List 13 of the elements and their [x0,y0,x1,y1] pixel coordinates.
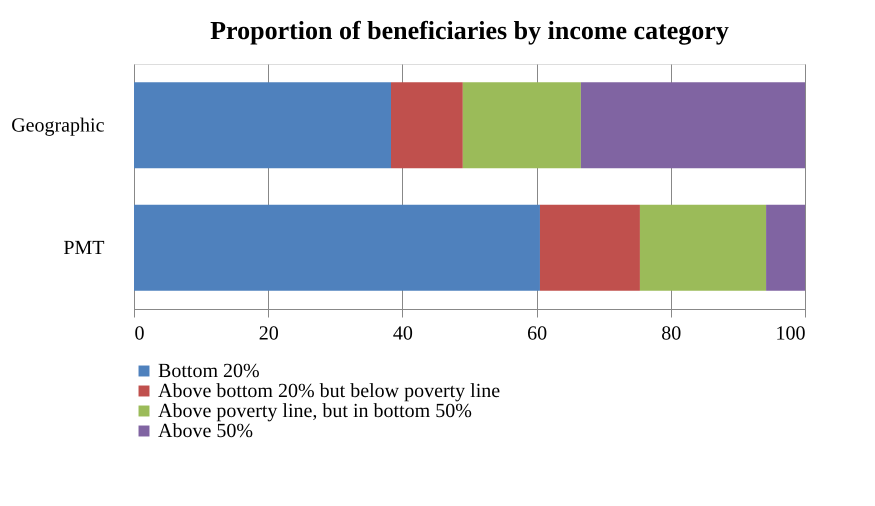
legend-label: Above 50% [158,420,253,442]
x-tick-label: 60 [527,322,548,344]
legend-label: Above bottom 20% but below poverty line [158,380,500,402]
y-tick-label: PMT [63,236,104,259]
x-tick-label: 40 [392,322,413,344]
chart-title: Proportion of beneficiaries by income category [210,16,729,45]
x-tick-label: 20 [258,322,279,344]
x-tick-label: 100 [776,322,806,344]
x-tick-label: 80 [661,322,682,344]
x-tick-label: 0 [134,322,144,344]
legend-label: Above poverty line, but in bottom 50% [158,400,472,422]
legend-label: Bottom 20% [158,360,260,382]
y-tick-label: Geographic [11,114,105,136]
